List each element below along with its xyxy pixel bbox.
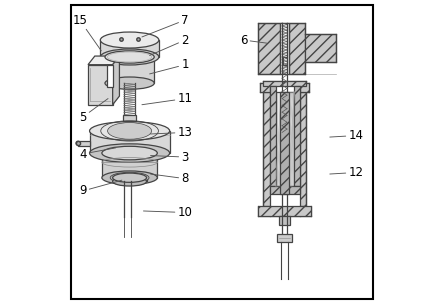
Ellipse shape xyxy=(113,177,147,186)
Text: 8: 8 xyxy=(151,172,189,185)
Polygon shape xyxy=(100,40,159,57)
Ellipse shape xyxy=(90,144,170,162)
Polygon shape xyxy=(88,56,119,65)
Bar xyxy=(263,86,270,206)
Bar xyxy=(279,216,290,225)
Text: 7: 7 xyxy=(142,14,189,37)
Text: 10: 10 xyxy=(143,206,193,219)
Bar xyxy=(294,86,300,186)
Ellipse shape xyxy=(105,51,154,63)
Bar xyxy=(270,86,276,186)
Text: 14: 14 xyxy=(330,129,364,142)
Ellipse shape xyxy=(102,171,157,184)
Bar xyxy=(270,186,300,194)
Text: 2: 2 xyxy=(150,34,189,55)
Polygon shape xyxy=(102,153,157,178)
Ellipse shape xyxy=(110,172,149,183)
Text: 13: 13 xyxy=(151,126,193,139)
Bar xyxy=(280,23,289,74)
Text: 12: 12 xyxy=(330,166,364,179)
Ellipse shape xyxy=(102,146,157,160)
Bar xyxy=(276,92,294,186)
Text: 5: 5 xyxy=(79,99,108,124)
Text: 4: 4 xyxy=(79,148,116,160)
Bar xyxy=(258,23,280,74)
Text: 3: 3 xyxy=(151,151,189,164)
Polygon shape xyxy=(105,57,154,83)
Ellipse shape xyxy=(90,122,170,140)
Bar xyxy=(300,83,309,92)
Polygon shape xyxy=(113,56,119,105)
Bar xyxy=(300,86,306,206)
Ellipse shape xyxy=(76,141,80,145)
Bar xyxy=(280,92,289,194)
Bar xyxy=(289,23,305,74)
Text: 1: 1 xyxy=(150,58,189,74)
Bar xyxy=(283,57,287,65)
Text: 15: 15 xyxy=(72,14,101,51)
Ellipse shape xyxy=(113,173,147,182)
Bar xyxy=(260,83,270,92)
Text: 6: 6 xyxy=(240,34,267,47)
Bar xyxy=(123,115,136,121)
Bar xyxy=(305,34,336,62)
Bar xyxy=(78,141,90,146)
Ellipse shape xyxy=(107,123,151,139)
Bar xyxy=(277,234,292,242)
Polygon shape xyxy=(90,131,170,153)
Bar xyxy=(263,81,306,86)
Ellipse shape xyxy=(100,32,159,48)
Ellipse shape xyxy=(100,49,159,65)
Bar xyxy=(107,65,113,87)
Bar xyxy=(258,206,311,216)
Polygon shape xyxy=(88,65,113,105)
Ellipse shape xyxy=(105,77,154,89)
Text: 9: 9 xyxy=(79,180,122,197)
Text: 11: 11 xyxy=(142,92,193,105)
